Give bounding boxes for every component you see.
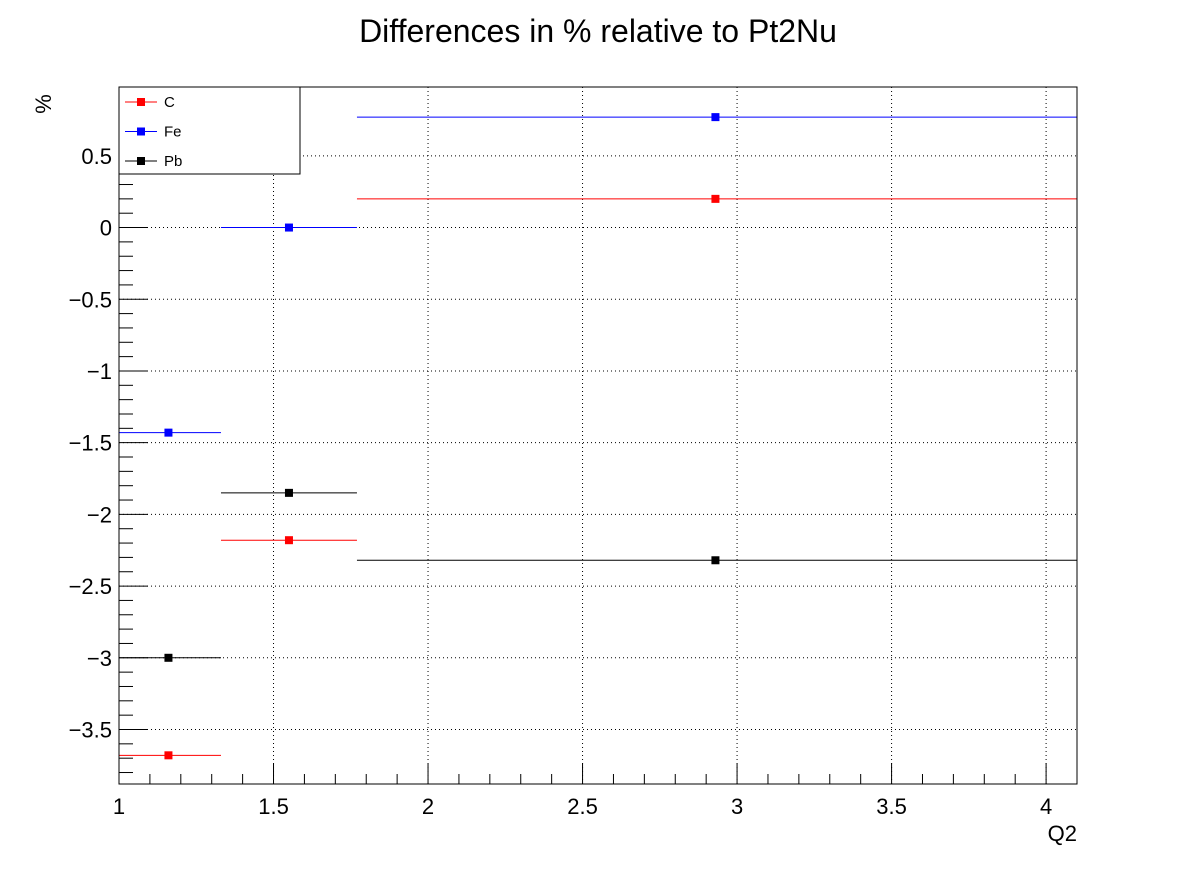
x-tick-label: 2.5 — [567, 794, 598, 819]
x-axis: 1 1.5 2 2.5 3 3.5 4 — [113, 763, 1078, 819]
y-axis: 0.5 0 −0.5 −1 −1.5 −2 −2.5 −3 −3.5 — [69, 97, 148, 774]
series-c — [119, 194, 1077, 760]
y-tick-label: −2 — [87, 502, 112, 527]
legend-label: Fe — [164, 124, 182, 141]
x-tick-label: 4 — [1040, 794, 1052, 819]
legend-label: Pb — [164, 153, 182, 170]
data-point — [164, 751, 173, 760]
x-tick-label: 1 — [113, 794, 125, 819]
x-tick-label: 3.5 — [876, 794, 907, 819]
legend-item-c: C — [125, 94, 175, 111]
y-tick-label: 0.5 — [81, 144, 112, 169]
y-tick-label: 0 — [100, 216, 112, 241]
legend-item-fe: Fe — [125, 124, 182, 141]
x-tick-label: 1.5 — [258, 794, 289, 819]
x-tick-label: 3 — [731, 794, 743, 819]
chart-title: Differences in % relative to Pt2Nu — [359, 13, 837, 49]
legend: C Fe Pb — [118, 86, 301, 175]
y-tick-label: −2.5 — [69, 574, 112, 599]
legend-marker — [137, 127, 145, 136]
data-point — [164, 428, 173, 437]
series-pb — [119, 488, 1077, 662]
series-group — [119, 113, 1077, 760]
data-point — [711, 556, 720, 565]
y-tick-label: −1.5 — [69, 431, 112, 456]
plot-frame — [118, 86, 1078, 785]
data-point — [284, 488, 293, 497]
y-tick-label: −1 — [87, 359, 112, 384]
data-point — [711, 194, 720, 203]
data-point — [284, 536, 293, 545]
legend-marker — [137, 98, 145, 106]
data-point — [711, 113, 720, 122]
y-axis-label: % — [31, 94, 56, 114]
data-point — [284, 223, 293, 232]
x-tick-label: 2 — [422, 794, 434, 819]
x-axis-label: Q2 — [1048, 821, 1077, 846]
y-tick-label: −0.5 — [69, 287, 112, 312]
y-tick-label: −3 — [87, 646, 112, 671]
legend-marker — [137, 157, 145, 165]
y-tick-label: −3.5 — [69, 718, 112, 743]
grid — [119, 87, 1077, 784]
series-fe — [119, 113, 1077, 437]
legend-item-pb: Pb — [125, 153, 182, 170]
data-point — [164, 653, 173, 662]
legend-label: C — [164, 94, 175, 111]
